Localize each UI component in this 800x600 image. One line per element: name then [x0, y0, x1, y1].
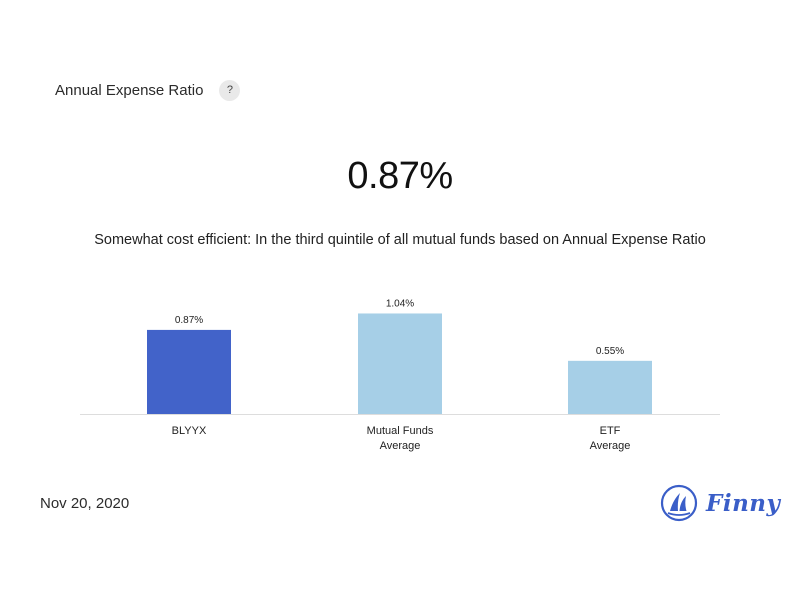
category-label-2-0: ETF	[600, 425, 621, 437]
bar-0	[147, 329, 231, 414]
headline-value: 0.87%	[347, 155, 453, 197]
logo-text: Finny	[706, 489, 781, 517]
finny-logo: Finny	[660, 484, 780, 522]
value-label-0: 0.87%	[175, 315, 203, 326]
sailboat-icon	[660, 484, 698, 522]
header: Annual Expense Ratio ?	[55, 79, 241, 101]
description-text: Somewhat cost efficient: In the third qu…	[94, 232, 706, 248]
date-label: Nov 20, 2020	[40, 495, 130, 512]
category-label-2-1: Average	[590, 440, 631, 452]
bar-1	[358, 313, 442, 414]
value-label-2: 0.55%	[596, 346, 624, 357]
expense-ratio-bar-chart: 0.87% BLYYX 1.04% Mutual Funds Average 0.55% E…	[80, 298, 720, 452]
category-label-1-1: Average	[380, 440, 421, 452]
page-title: Annual Expense Ratio	[55, 81, 204, 99]
category-label-0-0: BLYYX	[172, 425, 207, 437]
help-icon[interactable]: ?	[219, 79, 241, 101]
value-label-1: 1.04%	[386, 298, 414, 309]
bar-2	[568, 360, 652, 414]
category-label-1-0: Mutual Funds	[367, 425, 434, 437]
